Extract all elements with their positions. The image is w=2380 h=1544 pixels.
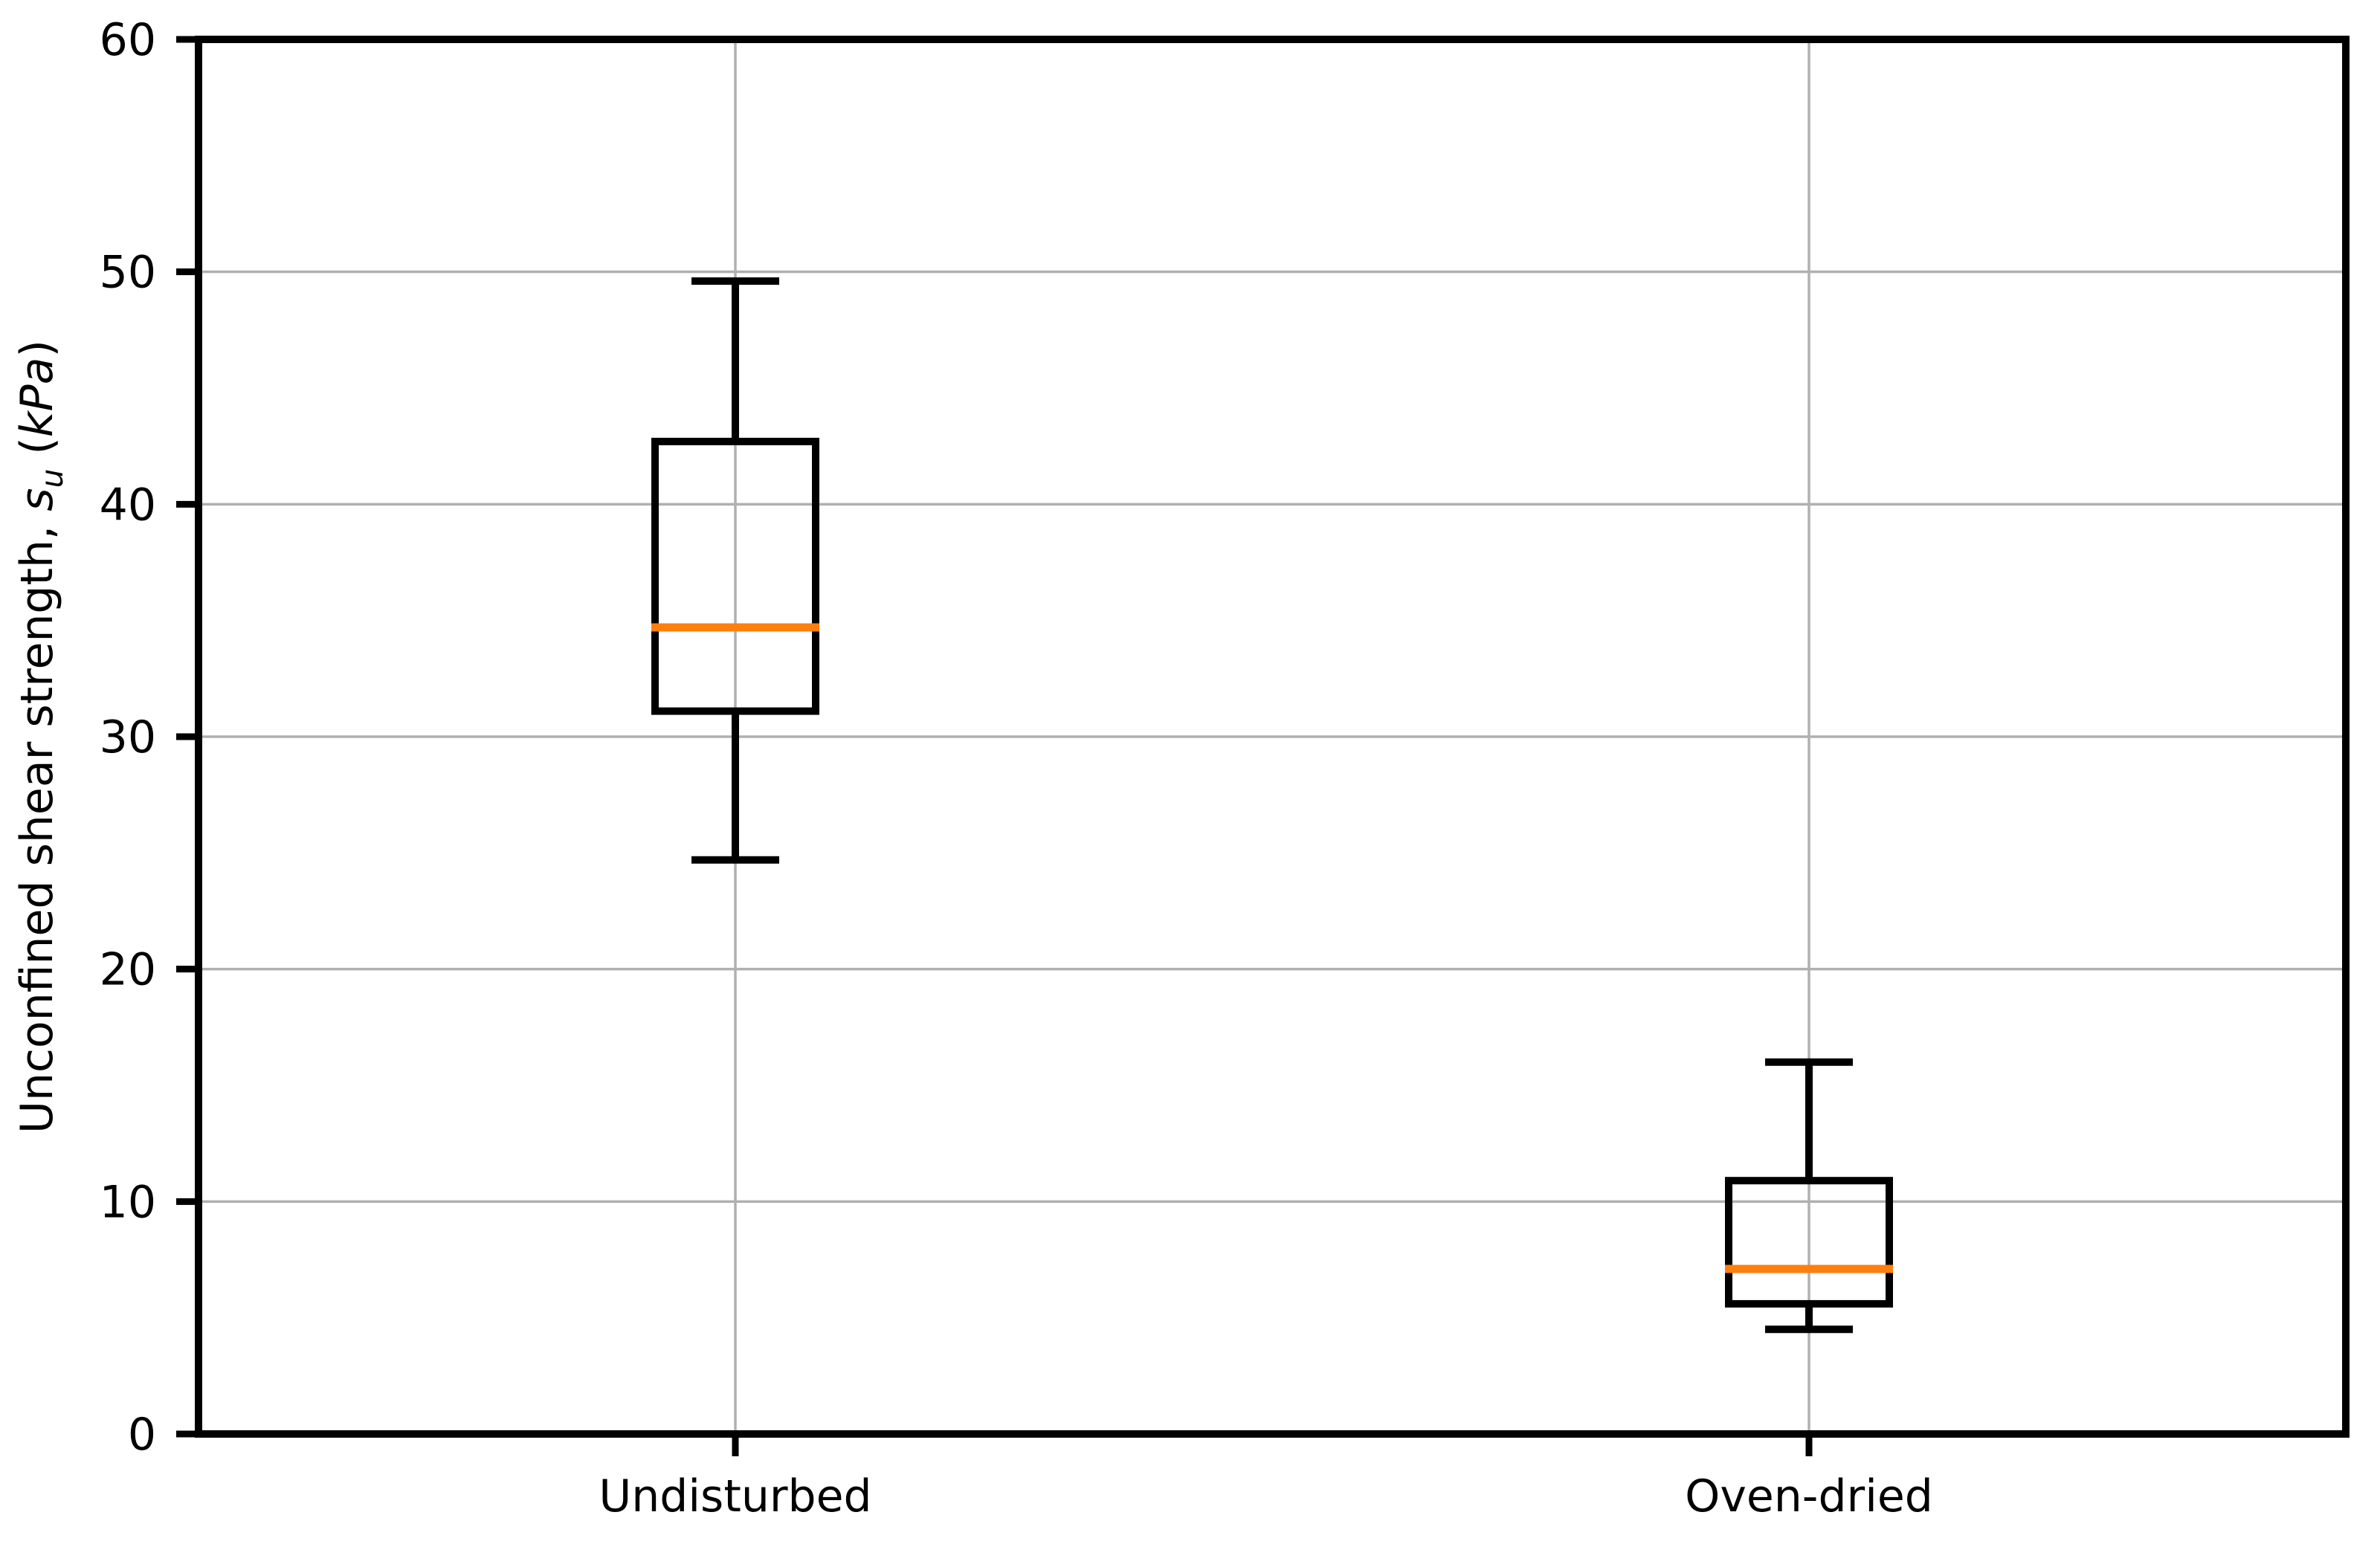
- y-tick-label: 60: [100, 14, 156, 66]
- y-tick-label: 0: [128, 1409, 156, 1461]
- iqr-box: [651, 437, 819, 715]
- y-tick-label: 10: [100, 1176, 156, 1228]
- y-axis-label-part: kPa: [11, 357, 63, 437]
- box-and-whiskers: [1725, 1058, 1893, 1334]
- y-tick-label: 30: [100, 711, 156, 763]
- iqr-box: [1725, 1177, 1893, 1308]
- x-category-label: Oven-dried: [1685, 1470, 1933, 1522]
- y-axis-label-part: Unconfined shear strength,: [11, 511, 63, 1134]
- y-tick-label: 20: [100, 944, 156, 996]
- box-and-whiskers: [651, 277, 819, 864]
- x-category-label: Undisturbed: [599, 1470, 871, 1522]
- y-tick-label: 50: [100, 247, 156, 299]
- y-axis-label-part: s: [11, 488, 63, 511]
- y-axis-label-part: ): [11, 340, 63, 357]
- y-axis-label-part: (: [11, 437, 63, 468]
- y-tick-label: 40: [100, 479, 156, 531]
- y-axis-label-part: u: [34, 469, 70, 488]
- y-axis-label: Unconfined shear strength, su (kPa): [11, 340, 70, 1134]
